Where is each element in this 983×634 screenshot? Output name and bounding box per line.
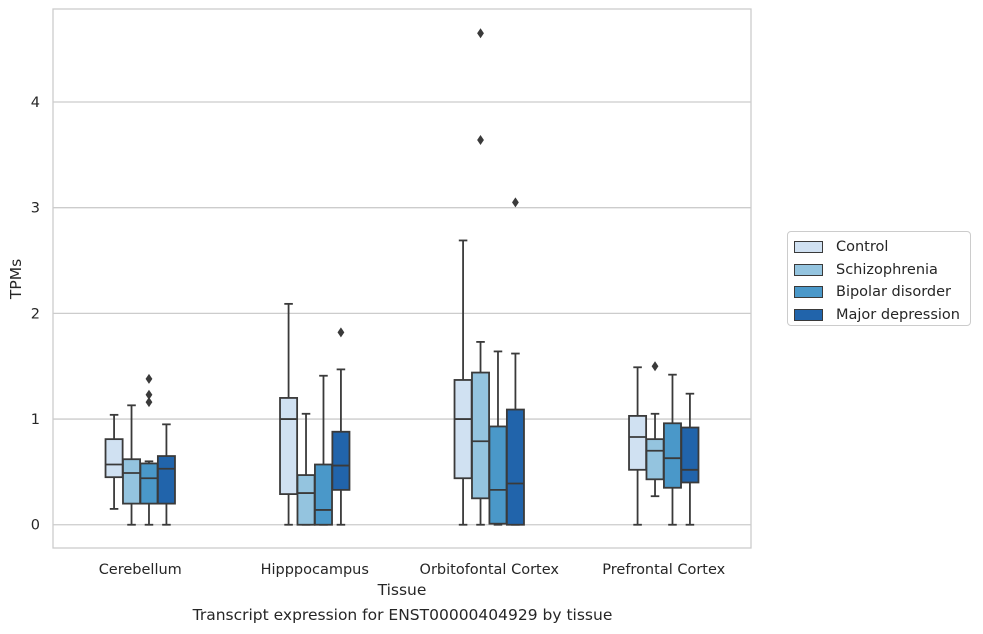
legend-swatch (794, 241, 823, 254)
box-iqr (156, 455, 176, 505)
box (471, 28, 490, 526)
box-iqr (628, 414, 648, 471)
series-major-depression (156, 197, 700, 526)
box (314, 374, 333, 526)
box (122, 404, 141, 526)
box-iqr (453, 379, 473, 480)
outlier-point (477, 135, 484, 146)
series-control (104, 239, 648, 526)
plot-frame (52, 8, 752, 549)
box (663, 373, 682, 526)
box-iqr (505, 408, 525, 526)
legend-item: Major depression (794, 304, 970, 327)
legend-label: Control (836, 239, 889, 256)
box-iqr (663, 422, 682, 489)
x-tick-label: Orbitofontal Cortex (420, 562, 560, 578)
chart-caption: Transcript expression for ENST0000040492… (192, 606, 613, 624)
box (680, 392, 700, 526)
box (331, 327, 351, 526)
box (296, 412, 316, 526)
box-iqr (122, 458, 141, 505)
outlier-point (145, 373, 153, 384)
legend-swatch (794, 263, 823, 276)
legend-label: Schizophrenia (836, 261, 938, 278)
legend-label: Major depression (836, 306, 960, 323)
box (139, 373, 159, 526)
box (156, 423, 176, 526)
series-schizophrenia (122, 28, 665, 526)
legend-swatch (794, 286, 823, 299)
box-iqr (279, 397, 299, 495)
legend-label: Bipolar disorder (836, 284, 951, 301)
y-axis-label: TPMs (7, 259, 25, 300)
y-tick-label: 4 (31, 95, 40, 111)
outlier-point (145, 397, 153, 408)
box-iqr (471, 371, 490, 500)
box-iqr (296, 474, 316, 526)
legend-swatch (794, 308, 823, 321)
box-iqr (104, 438, 124, 479)
outlier-point (145, 389, 153, 400)
box-iqr (314, 463, 333, 526)
x-tick-label: Hipppocampus (261, 562, 369, 578)
box (645, 361, 665, 498)
outlier-point (477, 28, 484, 39)
legend: Control Schizophrenia Bipolar disorder Majo… (787, 231, 971, 326)
legend-item: Bipolar disorder (794, 281, 970, 304)
legend-item: Control (794, 236, 970, 259)
box (488, 350, 508, 526)
box (104, 413, 124, 510)
y-tick-label: 0 (31, 518, 40, 534)
box (279, 302, 299, 526)
x-tick-labels: Cerebellum Hipppocampus Orbitofontal Corte… (99, 562, 726, 578)
outlier-point (337, 327, 345, 338)
box-iqr (645, 438, 665, 481)
box-iqr (139, 462, 159, 505)
series-bipolar-disorder (139, 350, 682, 526)
y-tick-label: 1 (31, 412, 40, 428)
box-iqr (680, 426, 700, 484)
legend-item: Schizophrenia (794, 259, 970, 282)
box-iqr (488, 425, 508, 525)
x-axis-label: Tissue (377, 581, 427, 599)
x-tick-label: Cerebellum (99, 562, 182, 578)
outlier-point (651, 361, 659, 372)
outlier-point (512, 197, 519, 208)
y-tick-label: 3 (31, 201, 40, 217)
box (628, 366, 648, 526)
x-tick-label: Prefrontal Cortex (602, 562, 725, 578)
box (453, 239, 473, 526)
box-series-layer (104, 28, 700, 526)
box (505, 197, 525, 526)
y-tick-labels: 0 1 2 3 4 (31, 95, 40, 534)
y-tick-label: 2 (31, 306, 40, 322)
box-iqr (331, 430, 351, 491)
